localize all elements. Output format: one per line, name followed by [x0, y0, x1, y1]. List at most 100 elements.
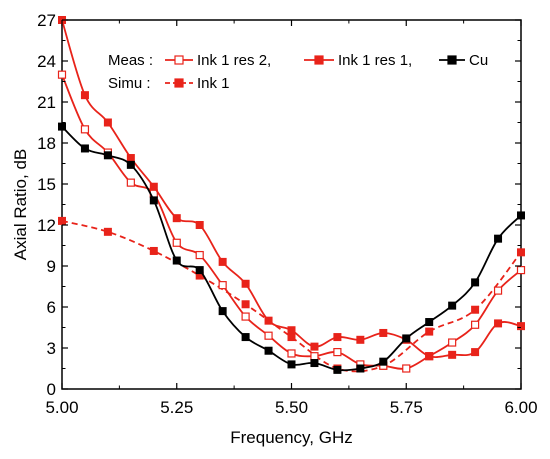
legend-text: Ink 1 res 2, — [197, 52, 271, 69]
data-point — [172, 214, 181, 223]
data-point — [103, 227, 112, 236]
data-point — [333, 348, 342, 357]
series-1 — [58, 16, 525, 361]
legend-text: Ink 1 res 1, — [338, 52, 412, 69]
legend-meas-label: Meas : — [108, 52, 153, 69]
data-point — [356, 364, 365, 373]
series-line — [61, 220, 522, 373]
axes: 5.00 5.25 5.50 5.75 6.00 0 3 6 9 12 15 18 21 24 27 — [37, 11, 537, 417]
data-point — [471, 320, 480, 329]
data-point — [517, 248, 525, 257]
data-point — [448, 350, 457, 359]
data-point — [379, 328, 388, 337]
data-point — [516, 266, 526, 275]
data-point — [218, 281, 227, 290]
data-point — [310, 352, 319, 361]
legend: Meas : Simu : Ink 1 res 2, Ink 1 res 1, … — [108, 52, 488, 92]
data-point — [218, 307, 227, 316]
data-point — [80, 91, 89, 100]
data-point — [126, 178, 135, 187]
y-tick-label: 27 — [37, 11, 56, 30]
data-point — [448, 301, 457, 310]
data-point — [448, 338, 457, 347]
data-point — [241, 279, 250, 288]
data-point — [149, 182, 158, 191]
data-point — [287, 360, 296, 369]
legend-entry-cu: Cu — [439, 52, 488, 69]
legend-simu-label: Simu : — [108, 75, 151, 92]
x-tick-label: 5.75 — [390, 398, 423, 417]
x-axis-label: Frequency, GHz — [230, 428, 353, 447]
x-tick-label: 5.00 — [45, 398, 78, 417]
data-point — [310, 342, 319, 351]
data-point — [402, 334, 411, 343]
legend-marker-filled-square — [174, 78, 184, 88]
data-point — [57, 70, 67, 79]
data-point — [493, 286, 503, 295]
legend-marker-filled-square — [447, 55, 457, 65]
x-tick-label: 6.00 — [504, 398, 537, 417]
y-tick-label: 21 — [37, 93, 56, 112]
data-point — [471, 305, 480, 314]
data-point — [287, 326, 296, 335]
data-point — [149, 196, 158, 205]
data-point — [195, 250, 204, 260]
y-tick-label: 3 — [47, 339, 56, 358]
data-point — [494, 234, 503, 243]
data-point — [58, 216, 66, 225]
data-point — [425, 352, 434, 361]
data-point — [103, 118, 112, 127]
data-point — [58, 122, 66, 131]
y-tick-label: 18 — [37, 134, 56, 153]
data-point — [80, 125, 90, 134]
x-tick-label: 5.50 — [275, 398, 308, 417]
legend-entry-ink1-res1: Ink 1 res 1, — [304, 52, 412, 69]
data-point — [126, 160, 135, 169]
y-tick-label: 24 — [37, 52, 56, 71]
data-point — [80, 144, 89, 153]
series-3 — [58, 216, 525, 373]
series-line — [61, 74, 522, 370]
y-tick-label: 6 — [47, 298, 56, 317]
x-tick-label: 5.25 — [160, 398, 193, 417]
data-point — [494, 319, 503, 328]
data-point — [103, 151, 112, 160]
data-point — [333, 365, 342, 374]
data-point — [425, 318, 434, 327]
data-point — [264, 331, 273, 340]
legend-entry-ink1-simu: Ink 1 — [165, 75, 230, 92]
data-point — [310, 359, 319, 368]
data-point — [172, 256, 181, 265]
data-point — [264, 346, 273, 355]
y-axis-label: Axial Ratio, dB — [11, 149, 30, 261]
data-point — [287, 349, 296, 358]
y-tick-label: 9 — [47, 257, 56, 276]
legend-entry-ink1-res2: Ink 1 res 2, — [165, 52, 271, 69]
data-point — [356, 335, 365, 344]
data-point — [425, 327, 434, 336]
data-point — [126, 154, 135, 163]
data-point — [517, 211, 525, 220]
data-point — [172, 238, 181, 247]
legend-marker-open-square — [174, 55, 184, 65]
y-tick-label: 12 — [37, 216, 56, 235]
series-2 — [58, 122, 525, 374]
data-point — [402, 364, 411, 373]
data-point — [287, 333, 296, 342]
data-point — [517, 322, 525, 331]
data-point — [241, 300, 250, 309]
data-point — [333, 333, 342, 342]
data-point — [241, 333, 250, 342]
legend-marker-filled-square — [314, 55, 324, 65]
data-point — [218, 257, 227, 266]
data-point — [471, 278, 480, 287]
data-point — [471, 348, 480, 357]
legend-text: Cu — [469, 52, 488, 69]
data-point — [241, 312, 250, 321]
data-point — [195, 221, 204, 229]
legend-text: Ink 1 — [197, 75, 230, 92]
data-point — [149, 246, 158, 255]
y-tick-label: 0 — [47, 380, 56, 399]
